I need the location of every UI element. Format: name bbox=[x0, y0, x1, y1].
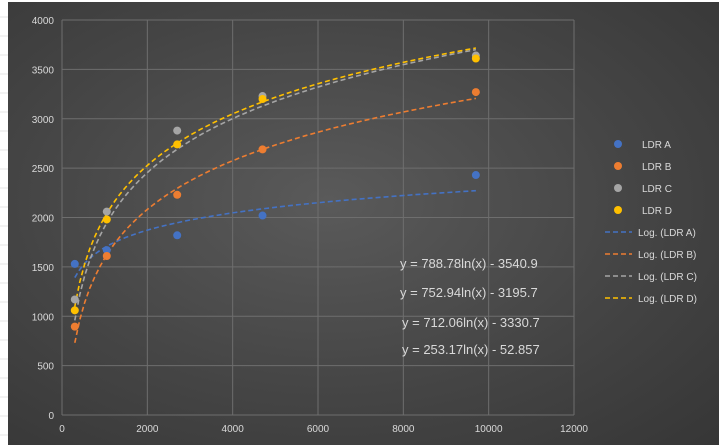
equation-label: y = 752.94ln(x) - 3195.7 bbox=[400, 285, 538, 300]
data-point-series-1 bbox=[258, 211, 267, 220]
legend-label: Log. (LDR B) bbox=[638, 250, 696, 261]
legend-marker bbox=[614, 140, 622, 148]
legend-label: LDR C bbox=[642, 184, 672, 195]
x-tick-label: 8000 bbox=[392, 424, 415, 435]
legend-label: Log. (LDR A) bbox=[638, 228, 696, 239]
x-tick-label: 2000 bbox=[136, 424, 159, 435]
data-point-series-4 bbox=[102, 215, 111, 224]
y-tick-label: 2500 bbox=[32, 164, 55, 175]
legend-label: Log. (LDR D) bbox=[638, 294, 697, 305]
data-point-series-3 bbox=[173, 126, 182, 135]
trendline-2 bbox=[74, 97, 477, 343]
data-point-series-2 bbox=[258, 145, 267, 154]
x-tick-label: 10000 bbox=[475, 424, 503, 435]
grid-layer bbox=[61, 19, 575, 416]
trendline-4 bbox=[74, 47, 477, 307]
data-point-series-3 bbox=[70, 295, 79, 304]
y-tick-labels: 0 500 1000 1500 2000 2500 3000 3500 4000 bbox=[32, 16, 55, 422]
legend-label: LDR B bbox=[642, 162, 672, 173]
data-point-series-1 bbox=[173, 231, 182, 240]
x-tick-labels: 0 2000 4000 6000 8000 10000 12000 bbox=[59, 424, 588, 435]
data-point-series-3 bbox=[102, 207, 111, 216]
y-tick-label: 3000 bbox=[32, 115, 55, 126]
trendline-3 bbox=[74, 48, 477, 321]
y-tick-label: 1500 bbox=[32, 263, 55, 274]
legend-label: LDR D bbox=[642, 206, 672, 217]
trendline-1 bbox=[74, 189, 476, 279]
legend-label: Log. (LDR C) bbox=[638, 272, 697, 283]
y-tick-label: 4000 bbox=[32, 16, 55, 27]
data-point-series-4 bbox=[173, 140, 182, 149]
y-tick-label: 3500 bbox=[32, 65, 55, 76]
equation-label: y = 788.78ln(x) - 3540.9 bbox=[400, 256, 538, 271]
data-point-series-1 bbox=[471, 171, 480, 180]
data-point-series-4 bbox=[471, 54, 480, 63]
y-tick-label: 500 bbox=[37, 362, 54, 373]
chart-svg: 0 2000 4000 6000 8000 10000 12000 0 500 1000 1500… bbox=[32, 16, 697, 435]
legend-marker bbox=[614, 206, 622, 214]
legend-marker bbox=[614, 162, 622, 170]
y-tick-label: 2000 bbox=[32, 214, 55, 225]
y-tick-label: 1000 bbox=[32, 312, 55, 323]
trendlines bbox=[74, 47, 477, 343]
x-tick-label: 12000 bbox=[560, 424, 588, 435]
data-point-series-4 bbox=[70, 306, 79, 315]
data-point-series-1 bbox=[70, 259, 79, 268]
legend-marker bbox=[614, 184, 622, 192]
x-tick-label: 4000 bbox=[222, 424, 245, 435]
chart-area[interactable]: 0 2000 4000 6000 8000 10000 12000 0 500 1000 1500… bbox=[8, 2, 719, 445]
data-point-series-2 bbox=[471, 88, 480, 97]
legend-label: LDR A bbox=[642, 140, 671, 151]
y-tick-label: 0 bbox=[48, 411, 54, 422]
data-point-series-2 bbox=[173, 190, 182, 199]
x-tick-label: 6000 bbox=[307, 424, 330, 435]
data-point-series-2 bbox=[102, 252, 111, 261]
data-points bbox=[70, 51, 480, 331]
data-point-series-4 bbox=[258, 95, 267, 103]
x-tick-label: 0 bbox=[59, 424, 65, 435]
legend[interactable]: LDR A LDR B LDR C LDR D Log. (LDR A) Log. (LD… bbox=[605, 140, 697, 305]
trendline-equations: y = 788.78ln(x) - 3540.9 y = 752.94ln(x) … bbox=[400, 256, 540, 357]
equation-label: y = 253.17ln(x) - 52.857 bbox=[402, 342, 540, 357]
data-point-series-2 bbox=[70, 322, 79, 331]
data-point-series-1 bbox=[102, 246, 111, 255]
equation-label: y = 712.06ln(x) - 3330.7 bbox=[402, 315, 540, 330]
